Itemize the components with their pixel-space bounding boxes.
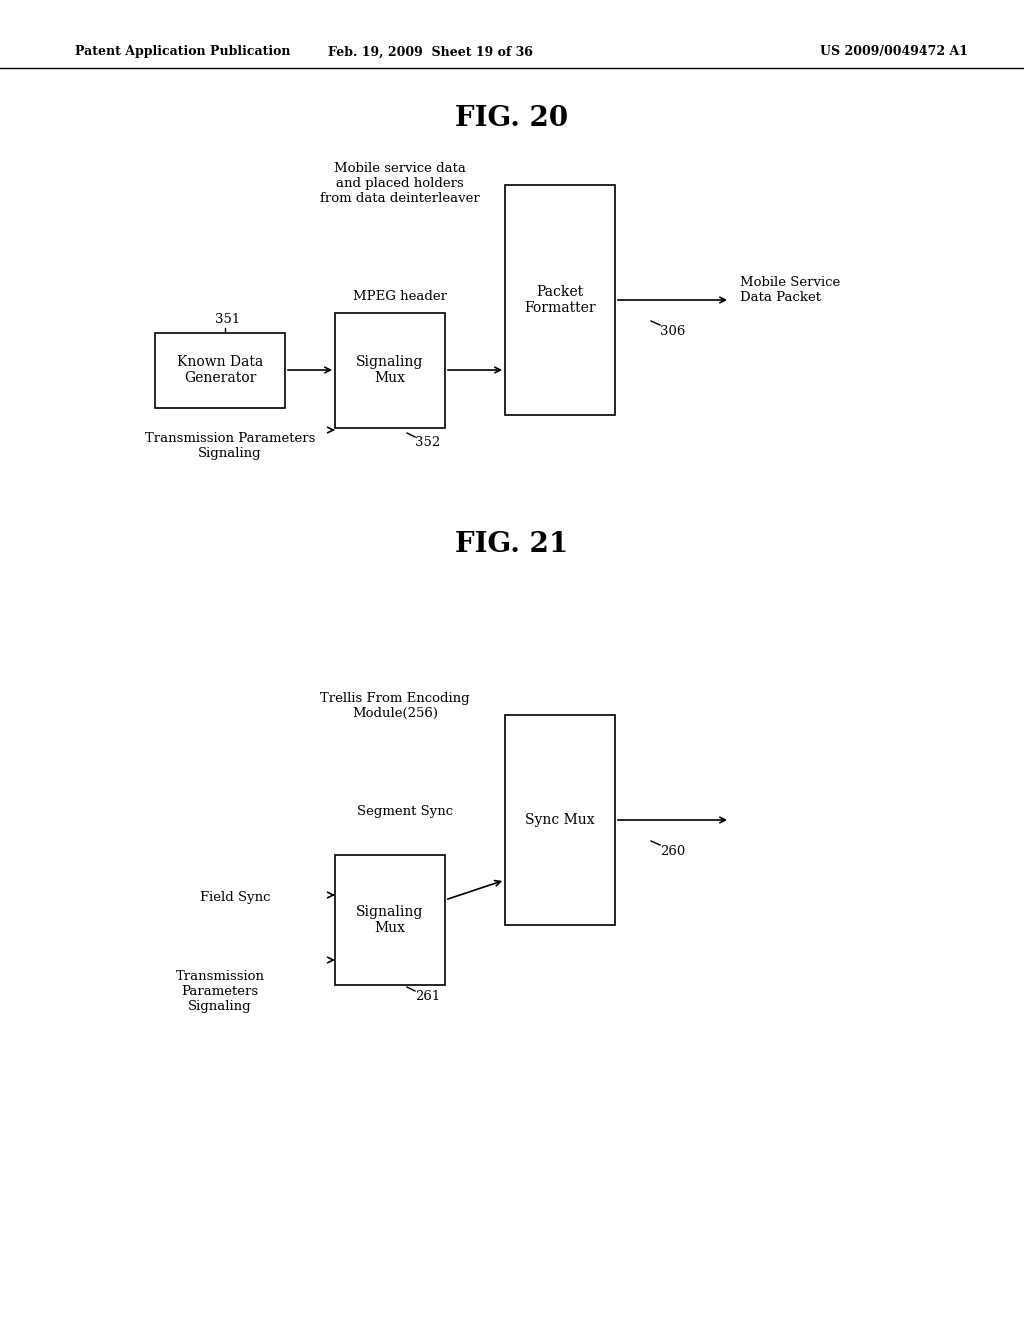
Text: Packet
Formatter: Packet Formatter: [524, 285, 596, 315]
Text: 261: 261: [415, 990, 440, 1003]
Bar: [505, 185, 615, 414]
Text: Patent Application Publication: Patent Application Publication: [75, 45, 291, 58]
Text: 351: 351: [215, 313, 241, 326]
Text: US 2009/0049472 A1: US 2009/0049472 A1: [820, 45, 968, 58]
Text: Signaling
Mux: Signaling Mux: [356, 906, 424, 935]
Text: 306: 306: [660, 325, 685, 338]
Text: Transmission
Parameters
Signaling: Transmission Parameters Signaling: [175, 970, 264, 1012]
Text: Transmission Parameters
Signaling: Transmission Parameters Signaling: [144, 432, 315, 459]
Text: Trellis From Encoding
Module(256): Trellis From Encoding Module(256): [321, 692, 470, 719]
Text: Feb. 19, 2009  Sheet 19 of 36: Feb. 19, 2009 Sheet 19 of 36: [328, 45, 532, 58]
Bar: [335, 313, 445, 428]
Text: Field Sync: Field Sync: [200, 891, 270, 903]
Text: 352: 352: [415, 436, 440, 449]
Bar: [505, 715, 615, 925]
Text: MPEG header: MPEG header: [353, 289, 447, 302]
Bar: [155, 333, 285, 408]
Text: Known Data
Generator: Known Data Generator: [177, 355, 263, 385]
Text: 260: 260: [660, 845, 685, 858]
Text: FIG. 21: FIG. 21: [456, 532, 568, 558]
Text: Mobile Service
Data Packet: Mobile Service Data Packet: [740, 276, 841, 304]
Text: FIG. 20: FIG. 20: [456, 104, 568, 132]
Text: Segment Sync: Segment Sync: [357, 805, 453, 818]
Bar: [335, 855, 445, 985]
Text: Mobile service data
and placed holders
from data deinterleaver: Mobile service data and placed holders f…: [321, 162, 480, 205]
Text: Signaling
Mux: Signaling Mux: [356, 355, 424, 385]
Text: Sync Mux: Sync Mux: [525, 813, 595, 828]
